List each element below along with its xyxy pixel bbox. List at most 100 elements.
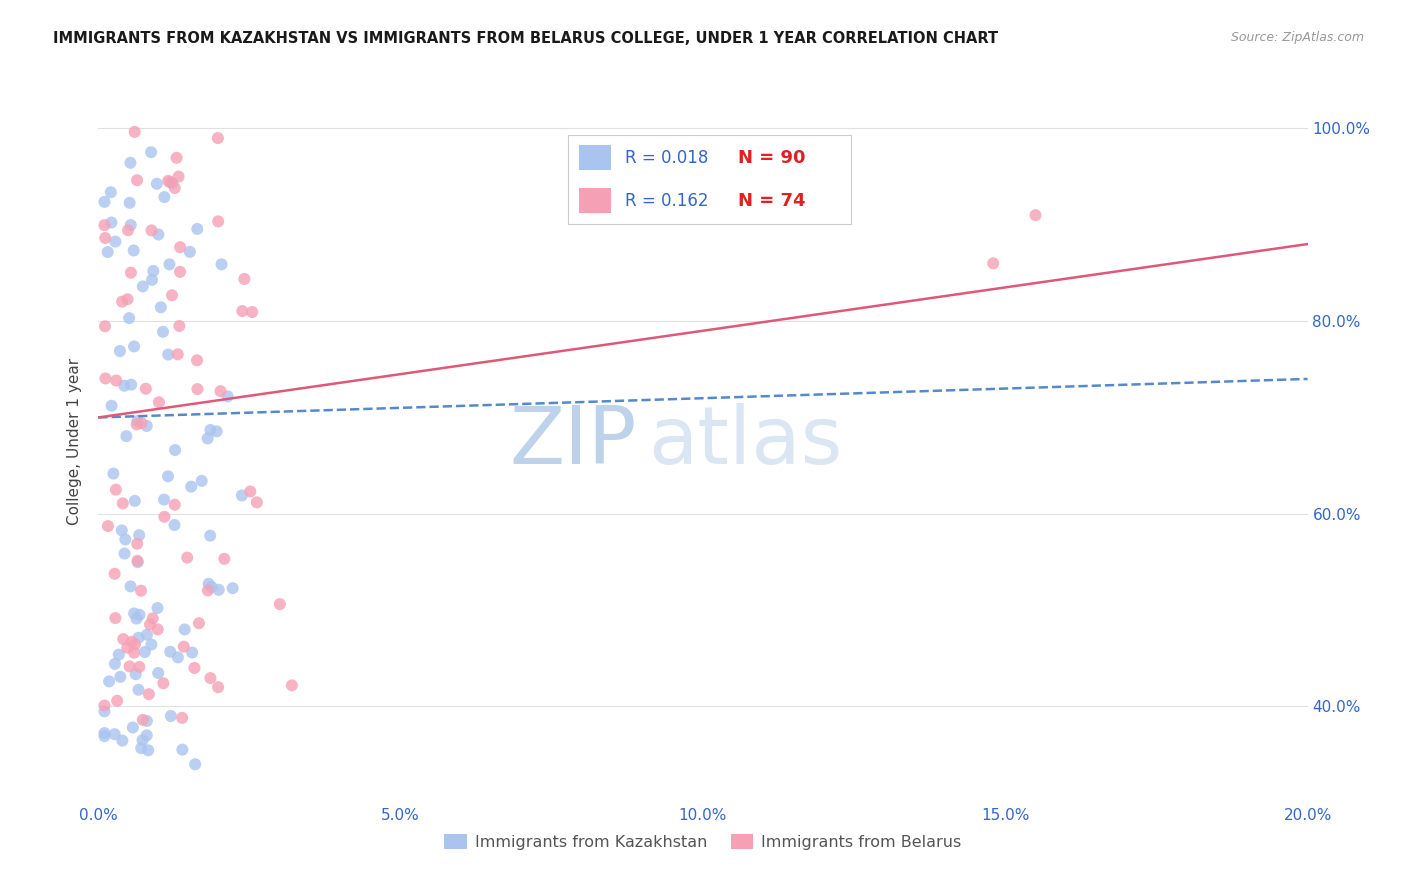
Point — [231, 488, 253, 502]
Point — [172, 711, 194, 725]
Point — [135, 714, 157, 728]
Point — [103, 467, 125, 481]
Point — [246, 495, 269, 509]
Point — [98, 674, 121, 689]
Point — [152, 325, 174, 339]
Point — [125, 667, 148, 681]
Point — [209, 384, 232, 399]
Point — [281, 678, 304, 692]
Point — [169, 318, 191, 333]
Point — [141, 638, 163, 652]
Point — [159, 709, 181, 723]
Point — [200, 671, 222, 685]
Point — [139, 145, 162, 160]
Point — [128, 528, 150, 542]
Point — [205, 425, 228, 439]
Point — [125, 417, 148, 432]
Point — [1024, 208, 1046, 222]
Point — [122, 607, 145, 621]
Point — [153, 509, 176, 524]
Point — [118, 195, 141, 210]
Point — [120, 218, 142, 232]
Point — [156, 469, 179, 483]
Point — [105, 694, 128, 708]
Text: R = 0.162: R = 0.162 — [624, 192, 709, 210]
Point — [115, 640, 138, 655]
Point — [93, 704, 115, 718]
Point — [127, 682, 149, 697]
Point — [93, 194, 115, 209]
Point — [107, 648, 129, 662]
Point — [233, 272, 256, 286]
Point — [104, 566, 127, 581]
Point — [128, 607, 150, 622]
Point — [186, 222, 208, 236]
Text: N = 74: N = 74 — [738, 192, 806, 210]
Point — [187, 616, 209, 631]
Point — [146, 601, 169, 615]
Point — [190, 474, 212, 488]
Point — [200, 580, 222, 594]
Point — [124, 494, 146, 508]
Point — [94, 371, 117, 385]
Point — [214, 551, 236, 566]
Point — [200, 423, 222, 437]
Point — [148, 665, 170, 680]
Point — [112, 378, 135, 392]
Point — [111, 524, 134, 538]
Point — [127, 414, 149, 428]
Point — [114, 547, 136, 561]
Point — [104, 657, 127, 671]
Point — [269, 597, 291, 611]
Text: Source: ZipAtlas.com: Source: ZipAtlas.com — [1230, 31, 1364, 45]
Point — [108, 344, 131, 359]
Point — [93, 726, 115, 740]
Text: R = 0.018: R = 0.018 — [624, 149, 709, 167]
Point — [94, 319, 117, 334]
Point — [173, 640, 195, 654]
Point — [208, 582, 231, 597]
Point — [128, 660, 150, 674]
Point — [115, 429, 138, 443]
Point — [179, 244, 201, 259]
Point — [112, 632, 135, 647]
Text: N = 90: N = 90 — [738, 149, 806, 167]
Point — [111, 294, 134, 309]
Point — [163, 498, 186, 512]
Point — [127, 537, 149, 551]
Bar — [579, 188, 610, 213]
Point — [166, 347, 188, 361]
Point — [186, 353, 208, 368]
Point — [129, 583, 152, 598]
Point — [93, 729, 115, 743]
Point — [207, 131, 229, 145]
Point — [127, 555, 149, 569]
Point — [153, 492, 176, 507]
Point — [197, 583, 219, 598]
Point — [167, 169, 190, 184]
Point — [240, 305, 263, 319]
Point — [124, 637, 146, 651]
Point — [159, 257, 181, 271]
Point — [110, 670, 132, 684]
Point — [136, 743, 159, 757]
Point — [981, 256, 1004, 270]
Point — [181, 646, 204, 660]
Point — [122, 244, 145, 258]
Point — [231, 304, 253, 318]
Point — [198, 529, 221, 543]
Point — [114, 533, 136, 547]
Point — [159, 645, 181, 659]
Point — [138, 687, 160, 701]
Point — [129, 741, 152, 756]
Point — [166, 151, 188, 165]
Point — [135, 419, 157, 434]
Point — [163, 181, 186, 195]
Point — [221, 581, 243, 595]
Point — [111, 733, 134, 747]
Point — [135, 728, 157, 742]
Point — [173, 623, 195, 637]
Point — [157, 174, 180, 188]
Point — [93, 698, 115, 713]
Point — [122, 646, 145, 660]
